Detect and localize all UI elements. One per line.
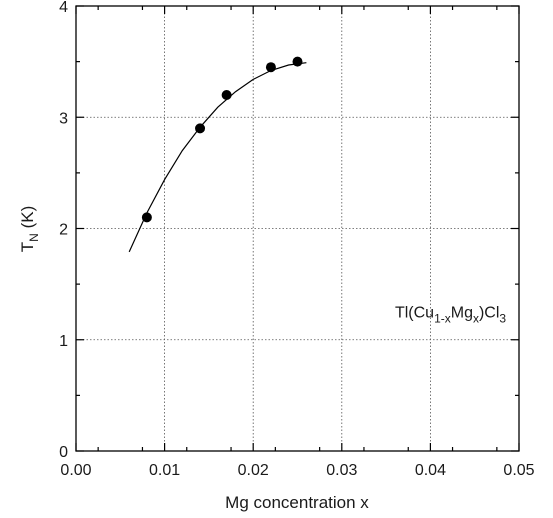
y-tick-label: 4 xyxy=(59,0,68,16)
x-tick-label: 0.04 xyxy=(415,462,446,479)
y-tick-label: 2 xyxy=(59,222,68,239)
annotation-subscript: 3 xyxy=(499,312,506,326)
x-tick-label: 0.02 xyxy=(238,462,269,479)
data-point xyxy=(292,56,303,67)
fit-curve xyxy=(128,62,307,253)
y-label-unit: (K) xyxy=(18,206,37,233)
annotation-subscript: x xyxy=(473,312,479,326)
data-point xyxy=(195,123,206,134)
annotation-subscript: 1-x xyxy=(434,312,451,326)
data-point xyxy=(265,62,276,73)
y-tick-label: 1 xyxy=(59,333,68,350)
y-label-base: T xyxy=(18,242,37,252)
data-point xyxy=(141,212,152,223)
y-tick-label: 0 xyxy=(59,444,68,461)
x-tick-label: 0.03 xyxy=(326,462,357,479)
annotation-text: Mg xyxy=(451,305,473,322)
y-tick-labels: 0 1 2 3 4 xyxy=(59,0,68,461)
grid-lines xyxy=(76,6,519,451)
x-tick-label: 0.05 xyxy=(503,462,534,479)
annotation-text: )Cl xyxy=(479,305,499,322)
x-tick-labels: 0.00 0.01 0.02 0.03 0.04 0.05 xyxy=(60,462,534,479)
x-tick-label: 0.01 xyxy=(149,462,180,479)
y-tick-label: 3 xyxy=(59,110,68,127)
y-axis-label: TN (K) xyxy=(18,206,41,252)
compound-annotation: Tl(Cu1-xMgx)Cl3 xyxy=(395,305,506,326)
x-tick-label: 0.00 xyxy=(60,462,91,479)
data-points xyxy=(141,56,303,223)
annotation-text: Tl(Cu xyxy=(395,305,434,322)
plot-frame xyxy=(75,5,520,452)
x-axis-label: Mg concentration x xyxy=(225,493,369,512)
y-label-subscript: N xyxy=(27,233,41,242)
data-point xyxy=(221,90,232,100)
